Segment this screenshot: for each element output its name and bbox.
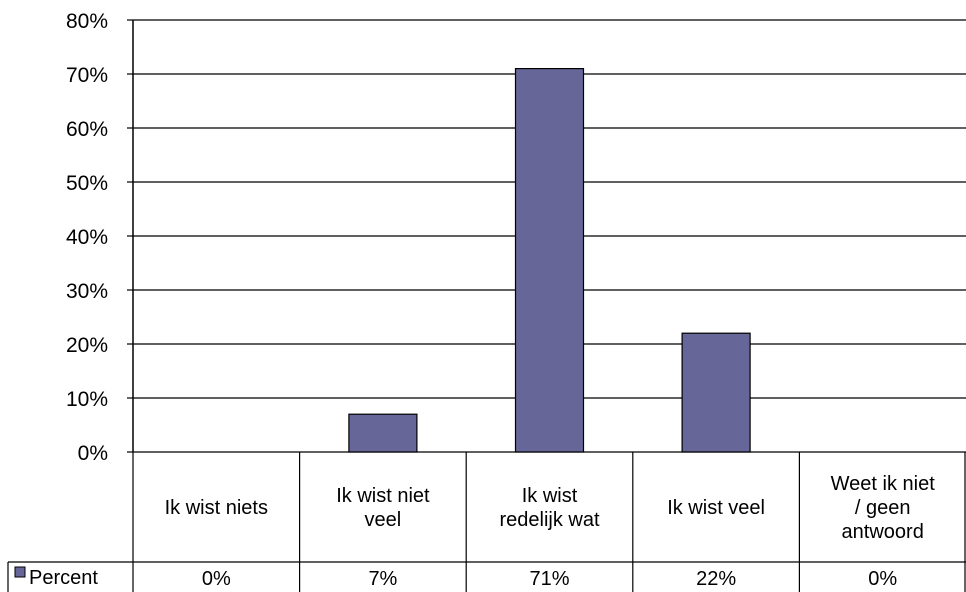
category-label: Weet ik niet / geen antwoord (831, 473, 936, 543)
table-value-label: 71% (529, 568, 569, 590)
table-value-label: 0% (868, 568, 897, 590)
category-label: Ik wist redelijk wat (499, 485, 599, 531)
category-label: Ik wist veel (667, 497, 765, 519)
category-label-line: / geen (855, 497, 911, 519)
bar (348, 413, 418, 453)
category-label-line: Ik wist niet (336, 485, 430, 507)
y-tick-label: 80% (66, 10, 108, 33)
category-label: Ik wist niet veel (336, 485, 430, 531)
y-tick-label: 50% (66, 172, 108, 195)
y-tick-label: 60% (66, 118, 108, 141)
category-label: Ik wist niets (165, 497, 268, 519)
bar (681, 332, 751, 453)
y-tick-label: 40% (66, 226, 108, 249)
category-label-line: antwoord (842, 521, 924, 543)
data-table: Ik wist niets Ik wist niet veel Ik wist rede… (7, 452, 966, 592)
bar (514, 67, 585, 453)
y-tick-label: 0% (78, 442, 108, 465)
category-label-line: redelijk wat (499, 509, 599, 531)
legend-series-name: Percent (29, 567, 98, 589)
y-tick-label: 30% (66, 280, 108, 303)
category-label-line: Ik wist veel (667, 497, 765, 519)
bars (348, 67, 751, 453)
y-tick-label: 70% (66, 64, 108, 87)
table-value-label: 22% (696, 568, 736, 590)
category-label-line: veel (365, 509, 402, 531)
y-tick-label: 10% (66, 388, 108, 411)
category-label-line: Ik wist niets (165, 497, 268, 519)
category-label-line: Weet ik niet (831, 473, 936, 495)
legend-swatch (14, 566, 26, 578)
y-tick-label: 20% (66, 334, 108, 357)
table-value-label: 0% (202, 568, 231, 590)
category-label-line: Ik wist (522, 485, 578, 507)
y-axis: 0% 10% 20% 30% 40% 50% 60% 70% 80% (66, 10, 134, 465)
table-value-label: 7% (368, 568, 397, 590)
